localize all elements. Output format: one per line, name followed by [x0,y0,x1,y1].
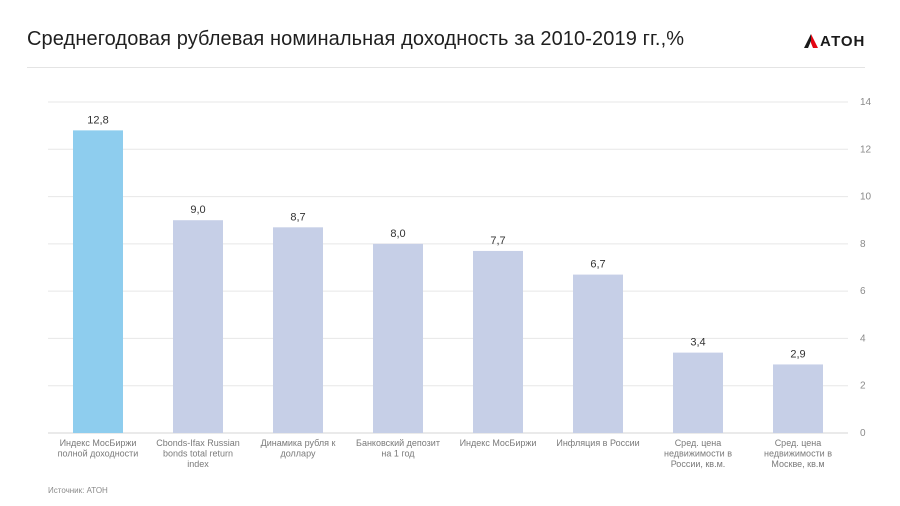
x-tick-label: Индекс МосБиржи полной доходности [58,438,139,459]
source-note: Источник: АТОН [48,486,108,495]
x-tick-label-line: Инфляция в России [556,438,639,448]
chart-title: Среднегодовая рублевая номинальная доход… [27,28,685,50]
data-label: 6,7 [590,259,605,271]
aton-logo-text: АТОН [820,32,866,50]
x-tick-label-line: Индекс МосБиржи [60,438,137,448]
data-label: 7,7 [490,235,505,247]
x-tick-label-line: Индекс МосБиржи [460,438,537,448]
x-tick-label-line: России, кв.м. [671,459,726,469]
x-tick-label-line: Динамика рубля к [261,438,336,448]
data-label: 9,0 [190,204,205,216]
data-label: 2,9 [790,348,805,360]
x-tick-label: Инфляция в России [556,438,639,448]
header-divider [27,67,865,68]
y-tick-label: 14 [860,97,872,108]
bar [373,243,423,433]
x-tick-label-line: Cbonds-Ifax Russian [156,438,240,448]
bar [773,364,823,433]
bar [673,352,723,433]
x-tick-label-line: полной доходности [58,449,139,459]
y-tick-label: 4 [860,333,866,344]
x-tick-label-line: недвижимости в [764,449,832,459]
bar [473,250,523,433]
bar [73,130,123,433]
y-tick-label: 12 [860,144,872,155]
y-tick-label: 10 [860,192,872,203]
x-tick-label-line: на 1 год [381,449,415,459]
x-tick-label: Сред. цена недвижимости в Москве, кв.м [764,438,832,469]
x-tick-label-line: Банковский депозит [356,438,440,448]
y-tick-label: 8 [860,239,866,250]
x-tick-label-line: Москве, кв.м [771,459,824,469]
x-tick-label: Индекс МосБиржи [460,438,537,448]
data-label: 3,4 [690,337,705,349]
data-label: 12,8 [87,114,108,126]
bar [273,227,323,433]
x-tick-label-line: Сред. цена [775,438,822,448]
aton-logo: АТОН [804,31,865,51]
aton-logo-icon [804,34,818,48]
x-tick-label: Банковский депозит на 1 год [356,438,440,459]
bar [573,274,623,433]
x-tick-label-line: доллару [281,449,316,459]
x-tick-label: Динамика рубля к доллару [261,438,336,459]
bar [173,220,223,433]
x-tick-label-line: bonds total return [163,449,233,459]
data-label: 8,7 [290,211,305,223]
x-tick-label: Cbonds-Ifax Russian bonds total return ind… [156,438,240,469]
x-tick-label-line: index [187,459,209,469]
data-label: 8,0 [390,228,405,240]
y-tick-label: 2 [860,381,866,392]
x-tick-label: Сред. цена недвижимости в России, кв.м. [664,438,732,469]
x-tick-label-line: недвижимости в [664,449,732,459]
y-tick-label: 0 [860,428,866,439]
y-tick-label: 6 [860,286,866,297]
x-tick-label-line: Сред. цена [675,438,722,448]
